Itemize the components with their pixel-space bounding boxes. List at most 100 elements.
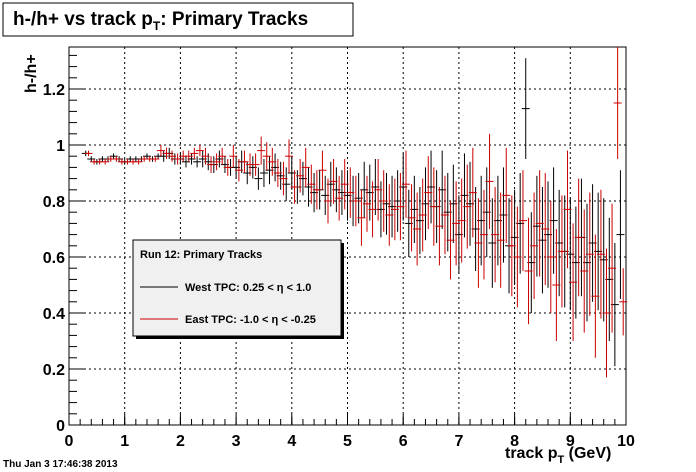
data-point	[521, 58, 530, 159]
legend-label-east: East TPC: -1.0 < η < -0.25	[185, 314, 316, 326]
series-layer	[81, 47, 628, 378]
data-point	[156, 145, 165, 157]
data-point	[396, 173, 405, 241]
data-point	[351, 175, 360, 227]
data-point	[379, 170, 388, 232]
legend-shadow-right	[341, 243, 344, 339]
y-tick-label: 0.6	[43, 250, 65, 267]
y-tick-label: 1	[56, 138, 65, 155]
y-tick-label: 0.4	[43, 306, 65, 323]
data-point	[257, 136, 266, 165]
data-point	[151, 156, 160, 162]
data-point	[616, 170, 625, 299]
legend-label-west: West TPC: 0.25 < η < 1.0	[185, 282, 311, 294]
data-point	[580, 209, 589, 333]
data-point	[452, 181, 461, 266]
data-point	[619, 268, 628, 336]
data-point	[530, 192, 539, 299]
x-tick-label: 7	[454, 433, 463, 450]
data-point	[307, 164, 316, 204]
data-point	[254, 167, 263, 190]
data-point	[335, 175, 344, 221]
data-point	[413, 192, 422, 266]
data-point	[173, 153, 182, 165]
data-point	[301, 147, 310, 187]
data-point	[240, 150, 249, 173]
x-tick-label: 6	[399, 433, 408, 450]
data-point	[518, 170, 527, 271]
data-point	[613, 47, 622, 159]
data-point	[552, 229, 561, 341]
data-point	[262, 142, 271, 171]
y-axis-title: h-/h+	[23, 54, 40, 93]
data-point	[207, 156, 216, 173]
legend-title: Run 12: Primary Tracks	[140, 249, 262, 261]
data-point	[535, 170, 544, 277]
data-point	[234, 159, 243, 182]
x-tick-label: 9	[566, 433, 575, 450]
data-point	[457, 178, 466, 263]
series-1	[84, 47, 628, 378]
data-point	[446, 201, 455, 280]
y-tick-label: 1.2	[43, 82, 65, 99]
x-tick-label: 10	[617, 433, 635, 450]
legend: Run 12: Primary Tracks West TPC: 0.25 < …	[132, 239, 344, 339]
data-point	[259, 159, 268, 187]
x-tick-label: 3	[232, 433, 241, 450]
data-point	[190, 147, 199, 159]
data-point	[324, 178, 333, 224]
data-point	[318, 150, 327, 190]
data-point	[401, 150, 410, 218]
x-tick-label: 8	[510, 433, 519, 450]
data-point	[602, 248, 611, 378]
y-tick-label: 0.2	[43, 362, 65, 379]
data-point	[195, 145, 204, 157]
data-point	[223, 159, 232, 176]
data-point	[591, 234, 600, 358]
legend-shadow-bottom	[136, 336, 344, 339]
data-point	[251, 153, 260, 176]
data-point	[541, 173, 550, 285]
data-point	[329, 159, 338, 204]
data-point	[340, 159, 349, 210]
data-point	[507, 195, 516, 297]
data-point	[285, 139, 294, 173]
data-point	[513, 206, 522, 308]
data-point	[585, 192, 594, 316]
data-point	[429, 167, 438, 246]
grid-lines	[69, 47, 626, 425]
data-point	[112, 156, 121, 162]
title-box: h-/h+ vs track pT: Primary Tracks	[2, 2, 354, 37]
data-point	[569, 223, 578, 341]
data-point	[546, 201, 555, 313]
x-tick-label: 0	[65, 433, 74, 450]
data-point	[424, 156, 433, 229]
data-point	[557, 195, 566, 308]
data-point	[273, 159, 282, 187]
data-point	[407, 184, 416, 252]
data-point	[168, 150, 177, 162]
x-tick-label: 4	[287, 433, 296, 450]
data-point	[162, 147, 171, 159]
data-point	[134, 159, 143, 165]
data-point	[201, 147, 210, 165]
data-point	[229, 145, 238, 168]
data-point	[385, 184, 394, 246]
timestamp: Thu Jan 3 17:46:38 2013	[3, 459, 118, 470]
data-point	[368, 181, 377, 238]
data-point	[296, 159, 305, 193]
data-point	[218, 147, 227, 165]
y-tick-label: 0.8	[43, 194, 65, 211]
data-point	[596, 189, 605, 319]
data-point	[502, 147, 511, 243]
title-frame	[2, 2, 354, 37]
data-point	[608, 203, 617, 333]
data-point	[418, 178, 427, 252]
chart-title: h-/h+ vs track pT: Primary Tracks	[13, 9, 308, 33]
data-point	[468, 147, 477, 238]
data-point	[574, 178, 583, 297]
data-point	[362, 175, 371, 232]
data-point	[524, 217, 533, 325]
data-point	[101, 159, 110, 165]
